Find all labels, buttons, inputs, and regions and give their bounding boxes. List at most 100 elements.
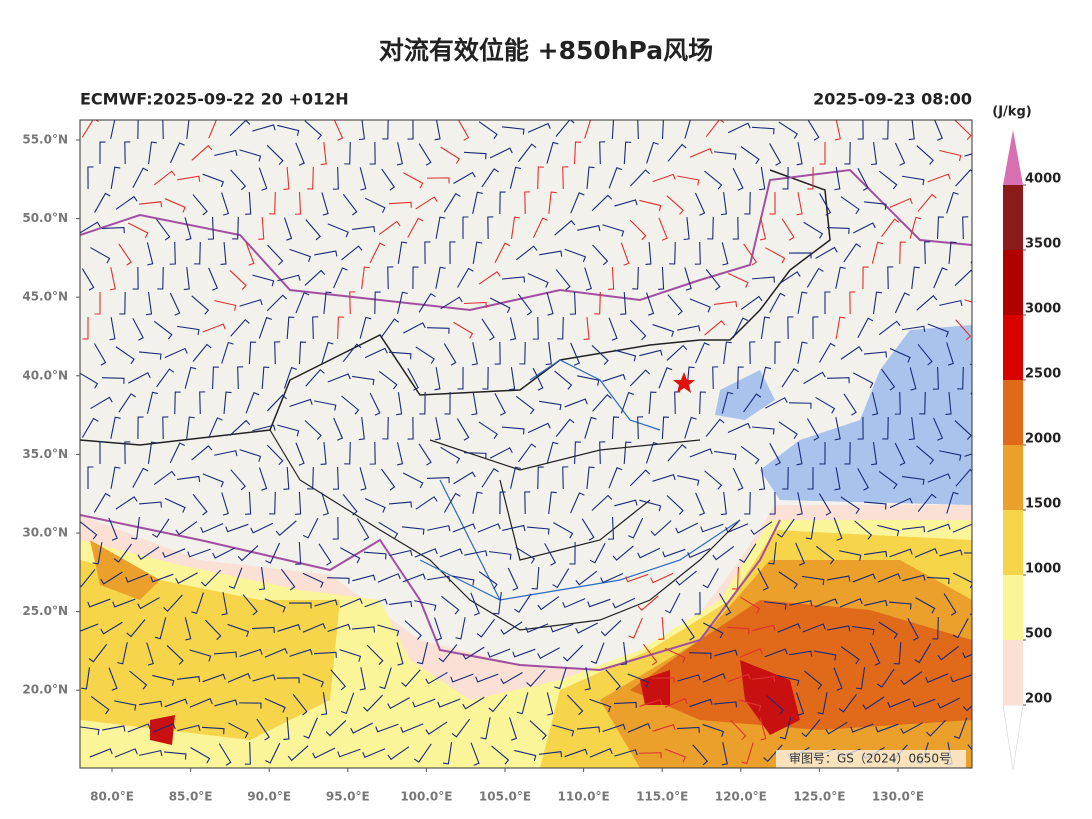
wind-barb [662,548,686,558]
wind-barb [796,492,803,516]
wind-barb [514,749,537,762]
wind-barb [510,216,521,239]
wind-barb [948,241,957,265]
wind-barb [187,548,211,558]
wind-barb [125,573,149,583]
wind-barb [267,244,284,266]
wind-barb [169,292,181,316]
wind-barb [499,191,506,215]
wind-barb [378,370,398,390]
wind-barb [838,693,857,713]
wind-barb [620,642,628,666]
wind-barb [819,342,836,363]
wind-barb [869,642,881,666]
wind-barb [321,192,329,216]
wind-barb [266,144,284,166]
wind-barb [341,245,363,261]
wind-barb [177,676,201,683]
lat-label: 30.0°N [22,526,68,540]
wind-barb [450,673,474,683]
wind-barb [562,166,569,190]
wind-barb [137,546,160,560]
wind-barb [700,523,724,533]
wind-barb [174,391,181,415]
wind-barb [702,673,726,683]
wind-barb [664,698,688,708]
wind-barb [782,166,789,190]
wind-barb [575,622,599,634]
wind-barb [757,567,769,591]
wind-barb [704,170,723,190]
wind-barb [415,196,438,210]
wind-barb [667,143,687,162]
wind-barb [228,567,243,589]
wind-barb [230,318,250,337]
wind-barb [440,446,461,464]
wind-barb [478,421,498,439]
wind-barb [462,216,469,240]
wind-barb [112,598,136,608]
wind-barb [462,646,485,660]
wind-barb [769,443,781,466]
wind-barb [917,193,937,212]
wind-barb [871,241,884,264]
wind-barb [100,571,123,585]
wind-barb [577,225,601,232]
wind-barb [916,145,935,165]
wind-barb [871,392,879,416]
wind-barb [388,351,412,360]
colorbar-segment [1003,380,1023,445]
wind-barb [100,621,123,635]
wind-barb [494,341,501,365]
wind-barb [229,270,247,290]
wind-barb [132,318,144,341]
wind-barb [350,722,374,734]
wind-barb [962,705,972,712]
wind-barb [402,573,426,583]
wind-barb [889,497,913,509]
wind-barb [396,642,404,666]
wind-barb [909,216,922,239]
wind-barb [855,667,866,690]
wind-barb [954,269,972,286]
wind-barb [163,751,187,760]
wind-barb [191,295,210,315]
wind-barb [274,341,281,365]
wind-barb [764,648,788,658]
wind-barb [87,466,94,490]
wind-barb [323,291,332,314]
wind-barb [239,648,263,657]
wind-barb [814,598,838,608]
wind-barb [834,417,841,441]
wind-barb [900,671,923,686]
wind-barb [687,548,711,559]
wind-barb [109,317,116,341]
colorbar-label: 1500 [1025,497,1061,512]
wind-barb [732,216,739,240]
colorbar-label: 2500 [1025,367,1061,382]
wind-barb [283,366,297,389]
wind-barb [186,120,190,139]
wind-barb [230,169,247,191]
wind-barb [214,300,237,311]
wind-barb [567,694,584,716]
wind-barb [637,416,644,440]
wind-barb [307,466,314,490]
wind-barb [99,141,106,165]
wind-barb [796,442,803,466]
wind-barb [488,694,508,713]
wind-barb [584,120,592,139]
wind-barb [902,475,925,485]
wind-barb [502,524,526,532]
wind-barb [591,345,609,365]
wind-barb [258,167,268,191]
colorbar-extend-low [1002,704,1024,771]
wind-barb [782,466,789,490]
wind-barb [401,669,421,687]
wind-barb [342,343,362,363]
wind-barb [699,391,706,415]
wind-barb [415,346,435,364]
wind-barb [526,669,546,687]
wind-barb [732,317,748,339]
wind-barb [501,426,525,435]
